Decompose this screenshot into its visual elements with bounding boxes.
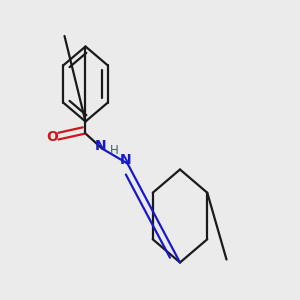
Text: O: O [46, 130, 58, 144]
Text: N: N [120, 153, 132, 167]
Text: N: N [95, 139, 106, 152]
Text: H: H [110, 144, 118, 158]
